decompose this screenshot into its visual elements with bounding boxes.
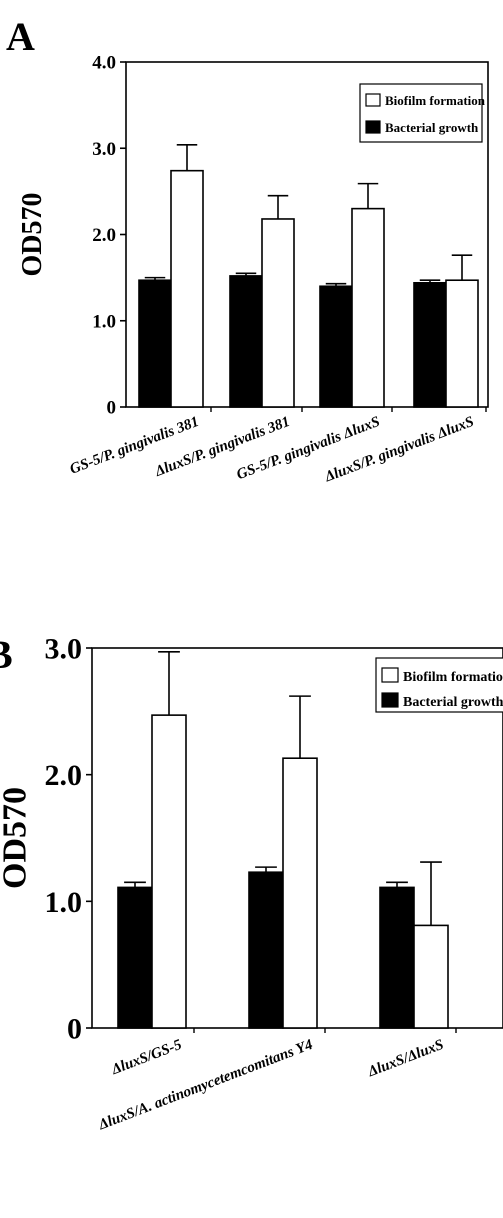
bar-biofilm-formation — [445, 279, 479, 408]
panel-label: B — [0, 632, 13, 677]
bar-bacterial-growth — [229, 275, 263, 408]
y-tick-label: 3.0 — [45, 633, 83, 666]
bar-bacterial-growth — [413, 281, 447, 408]
bar-bacterial-growth — [117, 886, 153, 1029]
y-tick-label: 2.0 — [45, 759, 83, 792]
legend-label: Biofilm formation — [385, 93, 486, 108]
category-label: ΔluxS/GS-5 — [109, 1037, 185, 1079]
category-label: ΔluxS/ΔluxS — [365, 1037, 446, 1081]
y-tick-label: 1.0 — [92, 311, 116, 332]
bar-biofilm-formation — [170, 169, 204, 408]
legend-swatch — [365, 120, 381, 134]
legend: Biofilm formation Bacterial growth — [375, 657, 503, 713]
legend-swatch — [381, 692, 399, 708]
bar-biofilm-formation — [282, 757, 318, 1029]
bar-bacterial-growth — [138, 279, 172, 408]
y-tick-label: 3.0 — [92, 139, 116, 160]
legend-label: Bacterial growth — [385, 120, 479, 135]
panel-label: A — [6, 14, 35, 59]
y-axis-label: OD570 — [0, 787, 34, 889]
bar-bacterial-growth — [319, 285, 353, 408]
category-label: ΔluxS/A. actinomycetemcomitans Y4 — [96, 1037, 316, 1134]
bar-biofilm-formation — [151, 714, 187, 1029]
legend-swatch — [381, 667, 399, 683]
y-tick-label: 4.0 — [92, 53, 116, 74]
bar-biofilm-formation — [413, 924, 449, 1029]
bar-biofilm-formation — [261, 218, 295, 408]
y-tick-label: 2.0 — [92, 225, 116, 246]
bar-bacterial-growth — [379, 886, 415, 1029]
legend: Biofilm formation Bacterial growth — [359, 83, 486, 143]
legend-swatch — [365, 93, 381, 107]
category-label: ΔluxS/P. gingivalis ΔluxS — [322, 414, 476, 486]
y-tick-label: 1.0 — [45, 886, 83, 919]
bar-biofilm-formation — [351, 207, 385, 408]
y-tick-label: 0 — [67, 1013, 82, 1046]
legend-label: Bacterial growth — [403, 695, 503, 710]
y-tick-label: 0 — [107, 398, 117, 419]
legend-label: Biofilm formation — [403, 670, 503, 685]
y-axis-label: OD570 — [17, 193, 48, 277]
bar-bacterial-growth — [248, 871, 284, 1029]
